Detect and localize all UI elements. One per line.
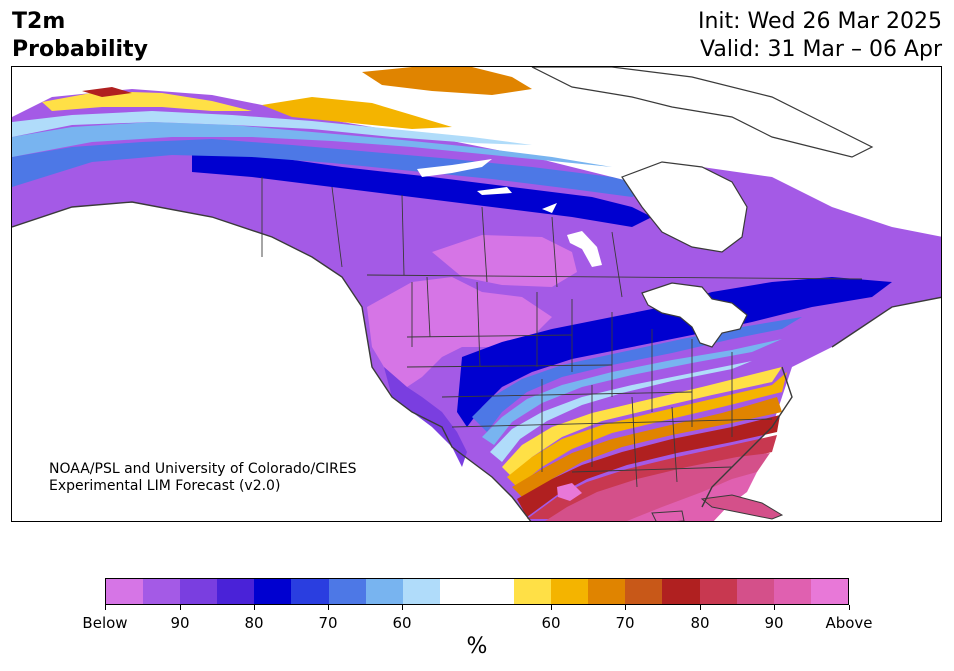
colorbar-segment: [662, 579, 700, 604]
warm-orange: [512, 397, 782, 499]
colorbar-segment: [328, 579, 366, 604]
hudson-bay: [621, 161, 748, 253]
colorbar-tick: [774, 605, 775, 610]
political-borders: [261, 177, 863, 488]
init-date: Init: Wed 26 Mar 2025: [697, 9, 942, 34]
colorbar-segment: [476, 579, 515, 604]
forecast-dates: Init: Wed 26 Mar 2025 Valid: 31 Mar – 06…: [698, 8, 942, 64]
colorbar-tick-label: 70: [318, 614, 338, 632]
coastline: [12, 201, 941, 521]
colorbar: [105, 578, 849, 605]
colorbar-tick-label: 80: [690, 614, 710, 632]
colorbar-segment: [773, 579, 811, 604]
colorbar-tick-label: 90: [764, 614, 784, 632]
warm-yellow: [502, 367, 782, 477]
colorbar-tick-label: 70: [615, 614, 635, 632]
arctic-warm-north: [362, 67, 532, 95]
region-southwest: [384, 367, 467, 467]
map-canvas: [12, 67, 941, 521]
colorbar-segment: [736, 579, 774, 604]
colorbar-segment: [106, 579, 144, 604]
band-us-light: [482, 339, 782, 445]
colorbar-segment: [551, 579, 589, 604]
colorbar-tick-label: 60: [392, 614, 412, 632]
colorbar-unit: %: [466, 634, 488, 659]
colorbar-tick: [625, 605, 626, 610]
colorbar-tick: [849, 605, 850, 610]
colorbar-segment: [254, 579, 292, 604]
title-variable: T2m: [12, 9, 66, 34]
colorbar-segment: [180, 579, 218, 604]
arctic-warm-west-red: [82, 87, 132, 97]
title-type: Probability: [12, 37, 148, 62]
colorbar-tick: [105, 605, 106, 610]
warm-light-spot: [557, 483, 582, 501]
cuba: [700, 494, 784, 520]
credit-line-1: NOAA/PSL and University of Colorado/CIRE…: [49, 461, 357, 477]
credit-line-2: Experimental LIM Forecast (v2.0): [49, 478, 281, 494]
colorbar-tick-label: Above: [825, 614, 873, 632]
warm-pink: [545, 453, 770, 521]
arctic-warm-center: [262, 97, 452, 129]
arctic-warm-west: [42, 91, 252, 111]
band-canada-light: [12, 122, 612, 167]
map-title: T2m Probability: [12, 8, 148, 64]
forecast-map: [11, 66, 942, 522]
colorbar-segment: [217, 579, 255, 604]
band-canada-pale: [12, 111, 532, 145]
band-canada-deep: [192, 147, 652, 227]
colorbar-tick-label: 60: [541, 614, 561, 632]
credit-text: NOAA/PSL and University of Colorado/CIRE…: [49, 461, 357, 495]
colorbar-tick: [180, 605, 181, 610]
northern-lakes: [417, 159, 602, 267]
colorbar-segment: [810, 579, 848, 604]
region-west-light: [367, 277, 552, 387]
colorbar-tick-label: 90: [170, 614, 190, 632]
colorbar-segment: [365, 579, 403, 604]
arctic-islands: [531, 67, 874, 158]
colorbar-segment: [402, 579, 440, 604]
colorbar-segment: [143, 579, 181, 604]
region-prairie-light: [432, 235, 577, 287]
warm-gold: [507, 372, 787, 487]
island-south: [651, 510, 685, 521]
great-lakes: [641, 282, 748, 348]
colorbar-segment: [699, 579, 737, 604]
band-canada-blue: [12, 139, 652, 197]
colorbar-tick-label: Below: [82, 614, 128, 632]
colorbar-tick: [551, 605, 552, 610]
colorbar-tick-label: 80: [244, 614, 264, 632]
band-us-blue: [472, 317, 802, 432]
colorbar-tick: [700, 605, 701, 610]
colorbar-tick: [402, 605, 403, 610]
colorbar-tick: [254, 605, 255, 610]
colorbar-segment: [291, 579, 329, 604]
warm-red: [517, 415, 780, 517]
colorbar-tick: [328, 605, 329, 610]
valid-range: Valid: 31 Mar – 06 Apr: [700, 37, 942, 62]
colorbar-segment: [625, 579, 663, 604]
colorbar-segment: [439, 579, 477, 604]
colorbar-segment: [588, 579, 626, 604]
colorbar-segment: [514, 579, 552, 604]
